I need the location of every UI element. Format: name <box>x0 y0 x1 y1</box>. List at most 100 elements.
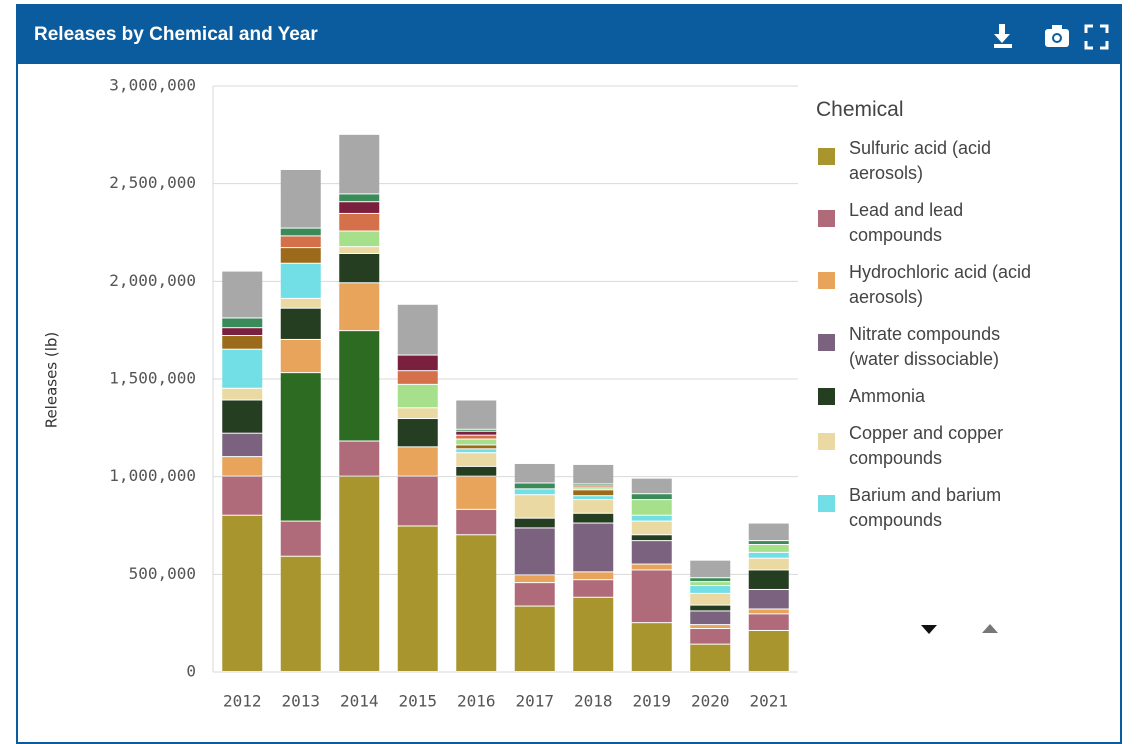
legend-swatch <box>818 334 835 351</box>
legend-label: Lead and lead compounds <box>849 200 964 245</box>
camera-icon[interactable] <box>1045 25 1069 47</box>
x-tick-label: 2014 <box>340 692 379 711</box>
bar-segment <box>339 331 380 441</box>
bar-segment <box>748 589 789 609</box>
bar-segment <box>690 586 731 593</box>
bar-segment <box>573 464 614 484</box>
bar-segment <box>456 439 497 445</box>
y-tick-label: 2,000,000 <box>109 271 196 290</box>
bar-segment <box>456 509 497 535</box>
bar-segment <box>514 495 555 518</box>
bar-segment <box>222 457 263 476</box>
bar-segment <box>280 263 321 298</box>
x-tick-label: 2019 <box>632 692 671 711</box>
bar-segment <box>573 484 614 486</box>
bar-segment <box>631 623 672 671</box>
bar-segment <box>280 339 321 373</box>
legend-item[interactable]: Hydrochloric acid (acid aerosols) <box>816 260 1076 310</box>
bar-segment <box>748 630 789 671</box>
bar-segment <box>397 419 438 447</box>
header-icons <box>994 24 1109 50</box>
bar-segment <box>514 483 555 489</box>
legend-swatch <box>818 210 835 227</box>
download-icon[interactable] <box>994 24 1012 48</box>
legend-label: Ammonia <box>849 386 926 406</box>
bar-segment <box>222 336 263 349</box>
y-tick-label: 1,500,000 <box>109 369 196 388</box>
bar-segment <box>748 545 789 552</box>
legend-item[interactable]: Lead and lead compounds <box>816 198 1076 248</box>
bar-segment <box>573 496 614 500</box>
bar-segment <box>397 476 438 526</box>
bar-segment <box>573 580 614 597</box>
bar-segment <box>456 449 497 453</box>
x-tick-label: 2021 <box>749 692 788 711</box>
bar-segment <box>339 253 380 283</box>
bar-segment <box>690 582 731 586</box>
bar-segment <box>397 384 438 408</box>
bar-segment <box>397 526 438 671</box>
bar-segment <box>690 593 731 605</box>
legend-item[interactable]: Barium and barium compounds <box>816 483 1076 533</box>
bar-segment <box>456 400 497 429</box>
bar-segment <box>280 298 321 308</box>
bar-segment <box>222 349 263 388</box>
bar-segment <box>631 478 672 494</box>
legend-next[interactable] <box>921 625 937 634</box>
bar-segment <box>631 541 672 564</box>
bar-segment <box>514 463 555 483</box>
legend-label: Copper and copper compounds <box>849 423 1004 468</box>
chart-title: Releases by Chemical and Year <box>34 24 318 45</box>
bar-segment <box>280 236 321 248</box>
legend-swatch <box>818 272 835 289</box>
bar-segment <box>748 558 789 570</box>
bar-segment <box>573 523 614 572</box>
legend-swatch <box>818 388 835 405</box>
bar-segment <box>748 541 789 545</box>
bar-segment <box>514 575 555 583</box>
bar-segment <box>280 169 321 228</box>
bar-segment <box>339 134 380 194</box>
bar-segment <box>573 490 614 496</box>
bar-segment <box>690 625 731 629</box>
bar-segment <box>339 476 380 671</box>
bar-segment <box>456 476 497 509</box>
bar-segment <box>280 556 321 671</box>
fullscreen-icon[interactable] <box>1084 24 1109 50</box>
bar-segment <box>748 523 789 541</box>
x-tick-label: 2017 <box>515 692 554 711</box>
bar-segment <box>397 355 438 371</box>
x-tick-label: 2020 <box>691 692 730 711</box>
legend-item[interactable]: Copper and copper compounds <box>816 421 1076 471</box>
bar-segment <box>748 614 789 630</box>
legend-item[interactable]: Sulfuric acid (acid aerosols) <box>816 136 1076 186</box>
bar-segment <box>748 609 789 614</box>
legend-item[interactable]: Ammonia <box>816 384 1076 409</box>
bar-segment <box>397 304 438 355</box>
x-tick-label: 2018 <box>574 692 613 711</box>
bar-segment <box>631 500 672 515</box>
bar-segment <box>690 629 731 644</box>
bar-segment <box>631 564 672 570</box>
bar-segment <box>631 515 672 521</box>
bar-segment <box>222 271 263 318</box>
legend-prev[interactable] <box>982 624 998 633</box>
legend-swatch <box>818 495 835 512</box>
legend: Chemical Sulfuric acid (acid aerosols) Lea… <box>816 98 1076 585</box>
bar-segment <box>397 371 438 384</box>
y-tick-label: 1,000,000 <box>109 466 196 485</box>
bar-segment <box>748 570 789 589</box>
legend-item[interactable]: Nitrate compounds (water dissociable) <box>816 322 1076 372</box>
x-tick-label: 2013 <box>281 692 320 711</box>
bar-segment <box>456 453 497 466</box>
bar-segment <box>631 570 672 623</box>
bar-segment <box>514 606 555 671</box>
bar-segment <box>280 373 321 521</box>
bar-segment <box>690 560 731 578</box>
legend-label: Sulfuric acid (acid aerosols) <box>849 138 992 183</box>
legend-label: Nitrate compounds (water dissociable) <box>849 324 1001 369</box>
bar-segment <box>222 388 263 400</box>
bar-segment <box>339 283 380 331</box>
bar-segment <box>280 521 321 556</box>
